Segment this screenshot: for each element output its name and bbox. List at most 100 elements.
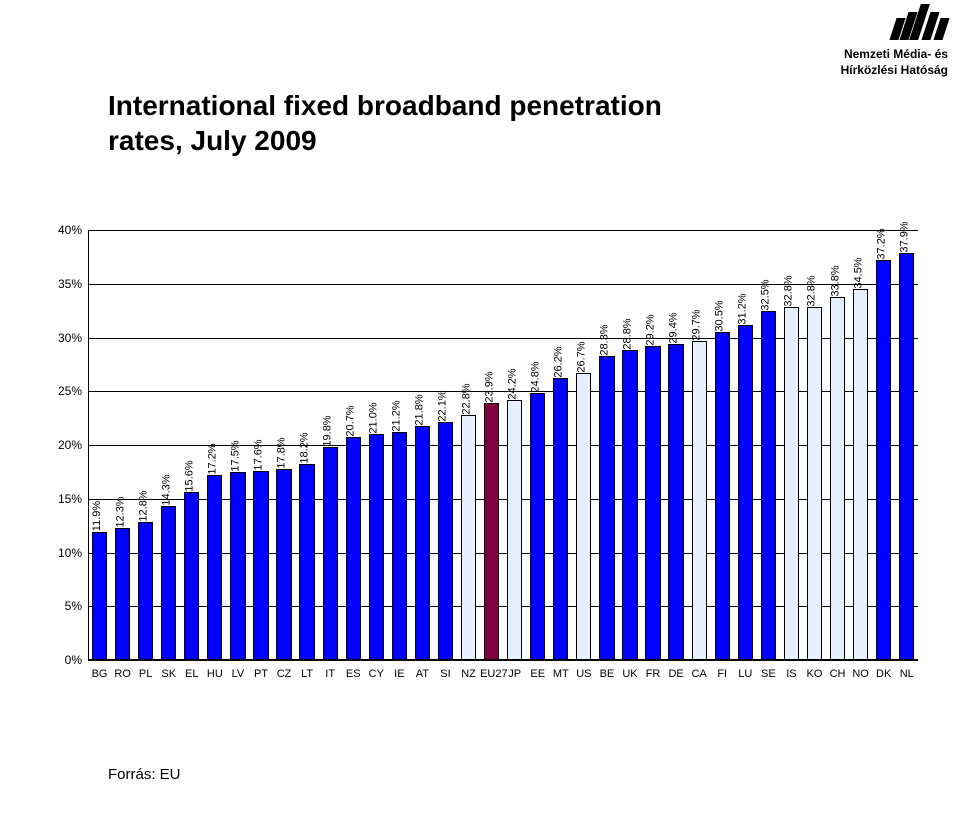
x-axis-label: ES (342, 668, 365, 680)
bar (115, 528, 130, 660)
x-axis-label: MT (549, 668, 572, 680)
bar (276, 469, 291, 660)
bar-value-label: 26.7% (575, 341, 587, 372)
bar-slot: 22.1%SI (434, 230, 457, 660)
bar-slot: 17.6%PT (249, 230, 272, 660)
bar (253, 471, 268, 660)
x-axis-label: IE (388, 668, 411, 680)
x-axis-label: EU27 (480, 668, 503, 680)
bar-slot: 19.8%IT (319, 230, 342, 660)
x-axis-label: SE (757, 668, 780, 680)
y-axis-label: 25% (48, 384, 82, 398)
bar-slot: 29.7%CA (688, 230, 711, 660)
x-axis-label: CH (826, 668, 849, 680)
bar-slot: 21.8%AT (411, 230, 434, 660)
x-axis-label: RO (111, 668, 134, 680)
x-axis-label: BG (88, 668, 111, 680)
x-axis-label: PT (249, 668, 272, 680)
bar (784, 307, 799, 660)
bar-slot: 11.9%BG (88, 230, 111, 660)
bar (415, 426, 430, 660)
bar-slot: 31.2%LU (734, 230, 757, 660)
bar (830, 297, 845, 660)
bar (484, 403, 499, 660)
bar (645, 346, 660, 660)
bar-value-label: 26.2% (552, 347, 564, 378)
bar-slot: 15.6%EL (180, 230, 203, 660)
x-axis-label: DE (665, 668, 688, 680)
bar-value-label: 30.5% (714, 301, 726, 332)
x-axis-label: LV (226, 668, 249, 680)
bar (853, 289, 868, 660)
bar-value-label: 21.2% (391, 400, 403, 431)
bar (738, 325, 753, 660)
bar-value-label: 23.9% (483, 371, 495, 402)
x-axis-label: IT (319, 668, 342, 680)
x-axis-label: LU (734, 668, 757, 680)
bar-slot: 20.7%ES (342, 230, 365, 660)
y-axis-label: 40% (48, 223, 82, 237)
bar-chart: 0%5%10%15%20%25%30%35%40%11.9%BG12.3%RO1… (44, 230, 918, 690)
bar-slot: 28.8%UK (618, 230, 641, 660)
bar-value-label: 12.8% (137, 491, 149, 522)
x-axis-label: UK (618, 668, 641, 680)
bar-value-label: 29.2% (645, 314, 657, 345)
bar (461, 415, 476, 660)
y-axis-label: 15% (48, 492, 82, 506)
x-axis-label: FI (711, 668, 734, 680)
y-axis-label: 20% (48, 438, 82, 452)
x-axis-label: LT (296, 668, 319, 680)
x-axis-label: HU (203, 668, 226, 680)
bar-value-label: 37.9% (898, 221, 910, 252)
bar-slot: 14.3%SK (157, 230, 180, 660)
x-axis-label: US (572, 668, 595, 680)
bar-slot: 37.9%NL (895, 230, 918, 660)
x-axis-label: PL (134, 668, 157, 680)
bar (323, 447, 338, 660)
bar-value-label: 37.2% (875, 228, 887, 259)
page-title: International fixed broadband penetratio… (108, 88, 662, 158)
x-axis-label: AT (411, 668, 434, 680)
bars-container: 11.9%BG12.3%RO12.8%PL14.3%SK15.6%EL17.2%… (88, 230, 918, 660)
bar-value-label: 32.5% (760, 279, 772, 310)
bar-value-label: 17.5% (230, 440, 242, 471)
bar-slot: 34.5%NO (849, 230, 872, 660)
bar (599, 356, 614, 660)
x-axis-label: FR (642, 668, 665, 680)
bar-slot: 12.3%RO (111, 230, 134, 660)
bar-value-label: 17.6% (253, 439, 265, 470)
x-axis-label: CZ (273, 668, 296, 680)
y-axis-label: 35% (48, 277, 82, 291)
bar-value-label: 24.8% (529, 362, 541, 393)
bar-value-label: 19.8% (322, 416, 334, 447)
x-axis-label: NO (849, 668, 872, 680)
x-axis-label: DK (872, 668, 895, 680)
bar-slot: 17.8%CZ (273, 230, 296, 660)
bar (576, 373, 591, 660)
bar-slot: 26.2%MT (549, 230, 572, 660)
bar-value-label: 22.1% (437, 391, 449, 422)
bar (899, 253, 914, 660)
bar (715, 332, 730, 660)
bar (692, 341, 707, 660)
y-axis-label: 30% (48, 331, 82, 345)
bar (346, 437, 361, 660)
x-axis-label: BE (595, 668, 618, 680)
gridline (88, 660, 918, 661)
bar-value-label: 24.2% (506, 368, 518, 399)
bar-value-label: 20.7% (345, 406, 357, 437)
bar-slot: 32.5%SE (757, 230, 780, 660)
bar-slot: 23.9%EU27 (480, 230, 503, 660)
bar (92, 532, 107, 660)
bar (530, 393, 545, 660)
y-axis-label: 0% (48, 653, 82, 667)
x-axis-label: NL (895, 668, 918, 680)
bar-slot: 17.2%HU (203, 230, 226, 660)
bar (138, 522, 153, 660)
x-axis-label: CY (365, 668, 388, 680)
bar (438, 422, 453, 660)
x-axis-label: SI (434, 668, 457, 680)
bar-value-label: 12.3% (114, 496, 126, 527)
x-axis-label: JP (503, 668, 526, 680)
bar-value-label: 32.8% (783, 276, 795, 307)
